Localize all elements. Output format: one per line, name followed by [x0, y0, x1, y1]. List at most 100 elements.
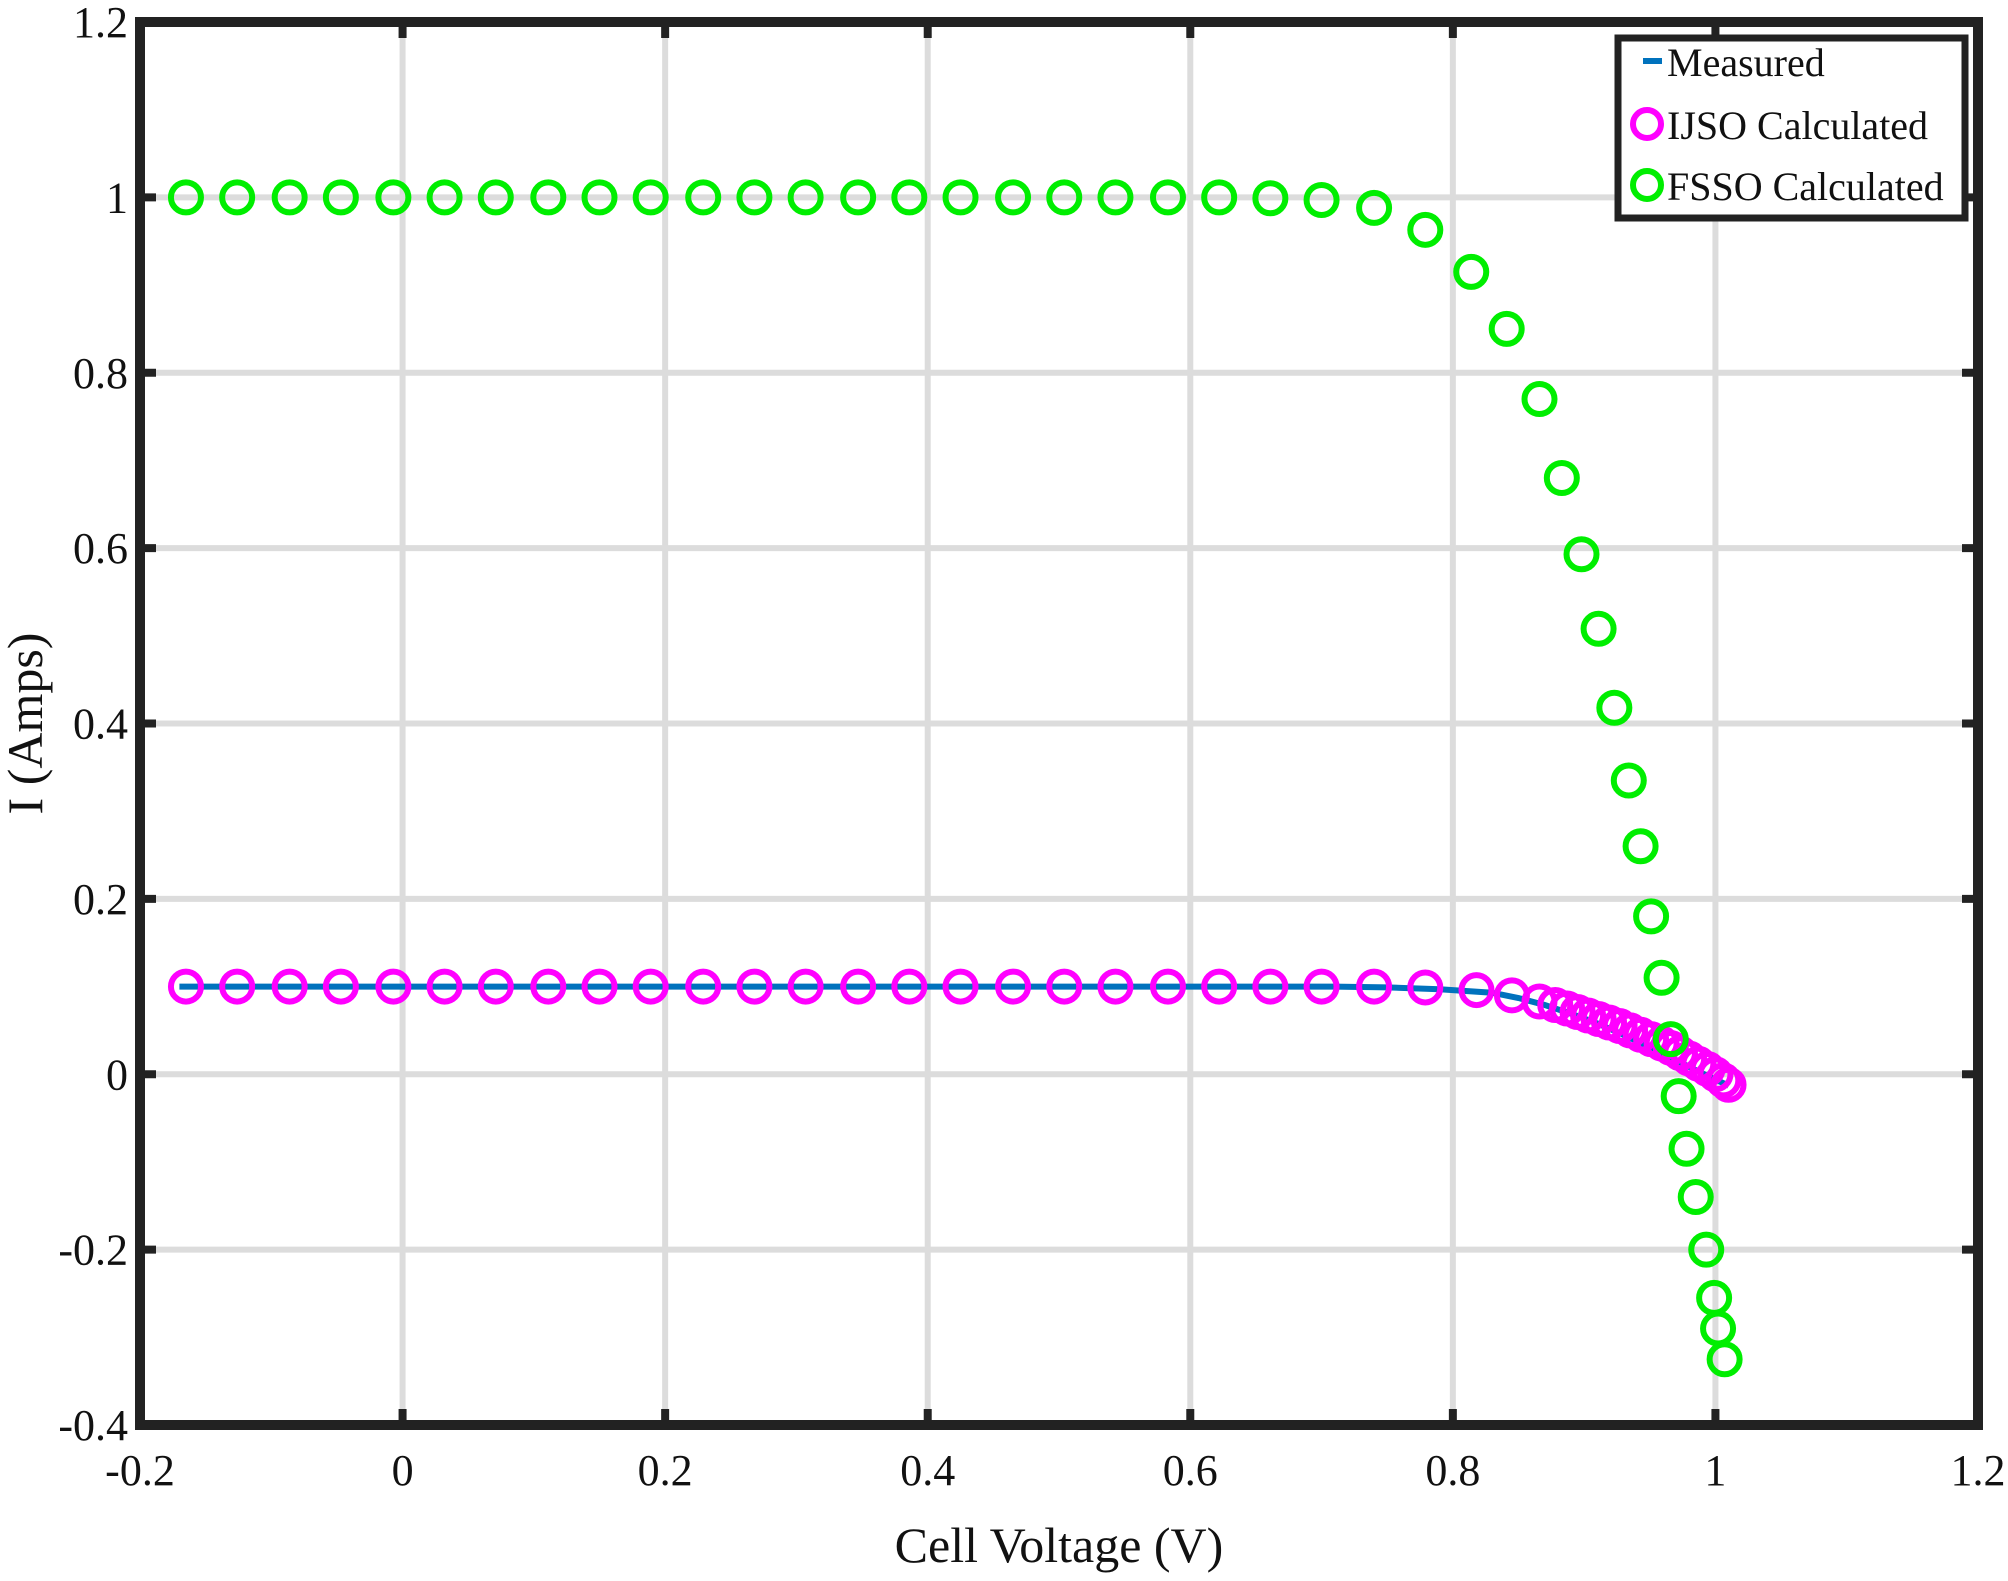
series-ijso-calculated: [167, 968, 1747, 1103]
y-tick-label: 1: [106, 173, 128, 222]
y-tick-label: 0.4: [73, 700, 128, 749]
fsso-point: [1643, 959, 1680, 996]
x-tick-label: 0.4: [900, 1446, 955, 1495]
ijso-point: [530, 968, 567, 1005]
fsso-point: [1677, 1179, 1714, 1216]
y-tick-label: 0.6: [73, 524, 128, 573]
x-tick-label: 0.6: [1163, 1446, 1218, 1495]
x-tick-labels: -0.2 0 0.2 0.4 0.6 0.8 1 1.2: [105, 1446, 2005, 1495]
fsso-point: [1407, 211, 1444, 248]
fsso-point: [1303, 182, 1340, 219]
ijso-point: [1458, 972, 1495, 1009]
ijso-point: [1303, 968, 1340, 1005]
fsso-point: [736, 179, 773, 216]
ijso-point: [1356, 968, 1393, 1005]
ijso-point: [995, 968, 1032, 1005]
fsso-point: [1580, 610, 1617, 647]
fsso-point: [477, 179, 514, 216]
fsso-point: [891, 179, 928, 216]
fsso-point: [1660, 1078, 1697, 1115]
ijso-point: [787, 968, 824, 1005]
x-tick-label: 1.2: [1951, 1446, 2006, 1495]
axis-ticks: [136, 18, 1982, 1429]
y-tick-label: -0.4: [58, 1401, 128, 1450]
ijso-point: [1097, 968, 1134, 1005]
legend-measured-label: Measured: [1667, 40, 1825, 85]
ijso-point: [271, 968, 308, 1005]
ijso-point: [167, 968, 204, 1005]
fsso-point: [840, 179, 877, 216]
ijso-point: [942, 968, 979, 1005]
fsso-point: [1046, 179, 1083, 216]
y-tick-label: -0.2: [58, 1226, 128, 1275]
fsso-point: [322, 179, 359, 216]
fsso-point: [787, 179, 824, 216]
ijso-point: [840, 968, 877, 1005]
ijso-point: [426, 968, 463, 1005]
ijso-point: [375, 968, 412, 1005]
legend: Measured IJSO Calculated FSSO Calculated: [1614, 34, 1969, 222]
ijso-point: [632, 968, 669, 1005]
legend-box: [1614, 34, 1969, 222]
fsso-point: [632, 179, 669, 216]
fsso-point: [1097, 179, 1134, 216]
fsso-point: [167, 179, 204, 216]
fsso-point: [271, 179, 308, 216]
fsso-point: [1563, 536, 1600, 573]
fsso-point: [1668, 1130, 1705, 1167]
fsso-point: [1356, 189, 1393, 226]
fsso-point: [1201, 179, 1238, 216]
legend-ijso-label: IJSO Calculated: [1667, 103, 1928, 148]
x-tick-label: 0.2: [638, 1446, 693, 1495]
ijso-point: [736, 968, 773, 1005]
fsso-point: [1488, 310, 1525, 347]
y-tick-label: 0.2: [73, 875, 128, 924]
ijso-point: [891, 968, 928, 1005]
y-axis-title: I (Amps): [0, 633, 53, 815]
y-tick-label: 0: [106, 1050, 128, 1099]
legend-fsso-swatch: [1630, 168, 1664, 202]
fsso-point: [581, 179, 618, 216]
x-tick-label: 0.8: [1425, 1446, 1480, 1495]
fsso-point: [1149, 179, 1186, 216]
ijso-point: [1705, 1062, 1742, 1099]
fsso-point: [1622, 828, 1659, 865]
legend-ijso-swatch: [1630, 107, 1664, 141]
ijso-point: [322, 968, 359, 1005]
y-tick-label: 1.2: [73, 0, 128, 47]
ijso-point: [1149, 968, 1186, 1005]
x-tick-label: 1: [1704, 1446, 1726, 1495]
ijso-point: [1252, 968, 1289, 1005]
fsso-point: [1252, 180, 1289, 217]
fsso-point: [530, 179, 567, 216]
fsso-point: [1543, 459, 1580, 496]
ijso-point: [1407, 969, 1444, 1006]
legend-fsso-label: FSSO Calculated: [1667, 164, 1944, 209]
y-tick-label: 0.8: [73, 349, 128, 398]
ijso-point: [685, 968, 722, 1005]
fsso-point: [219, 179, 256, 216]
fsso-point: [1596, 689, 1633, 726]
ijso-point: [1201, 968, 1238, 1005]
fsso-point: [1652, 1021, 1689, 1058]
fsso-point: [995, 179, 1032, 216]
fsso-point: [426, 179, 463, 216]
fsso-point: [1610, 762, 1647, 799]
series-fsso-calculated: [167, 179, 1743, 1378]
y-tick-labels: -0.4 -0.2 0 0.2 0.4 0.6 0.8 1 1.2: [58, 0, 128, 1450]
ijso-point: [1046, 968, 1083, 1005]
fsso-point: [942, 179, 979, 216]
ijso-point: [477, 968, 514, 1005]
ijso-point: [581, 968, 618, 1005]
ijso-point: [1710, 1066, 1747, 1103]
fsso-point: [1706, 1341, 1743, 1378]
fsso-point: [685, 179, 722, 216]
x-tick-label: -0.2: [105, 1446, 175, 1495]
ijso-point: [219, 968, 256, 1005]
fsso-point: [1453, 253, 1490, 290]
fsso-point: [1521, 381, 1558, 418]
fsso-point: [375, 179, 412, 216]
fsso-point: [1688, 1231, 1725, 1268]
